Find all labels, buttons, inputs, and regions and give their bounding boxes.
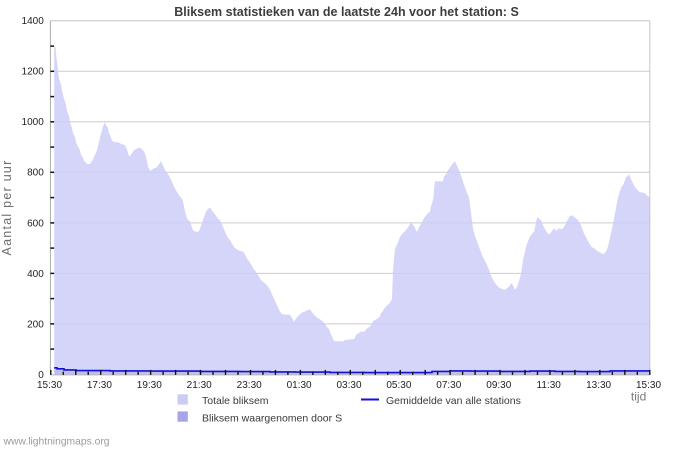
svg-text:05:30: 05:30 <box>386 380 411 391</box>
svg-text:01:30: 01:30 <box>287 380 312 391</box>
svg-text:Gemiddelde van alle stations: Gemiddelde van alle stations <box>386 395 521 407</box>
svg-text:07:30: 07:30 <box>436 380 461 391</box>
svg-text:09:30: 09:30 <box>486 380 511 391</box>
svg-text:tijd: tijd <box>631 390 646 404</box>
svg-text:Totale bliksem: Totale bliksem <box>202 395 269 407</box>
svg-text:0: 0 <box>38 370 44 381</box>
svg-text:400: 400 <box>27 269 44 280</box>
svg-text:200: 200 <box>27 319 44 330</box>
svg-text:1400: 1400 <box>22 16 45 27</box>
svg-text:03:30: 03:30 <box>336 380 361 391</box>
svg-text:23:30: 23:30 <box>237 380 262 391</box>
svg-text:Aantal per uur: Aantal per uur <box>0 159 14 255</box>
svg-text:15:30: 15:30 <box>37 380 62 391</box>
svg-text:19:30: 19:30 <box>137 380 162 391</box>
svg-text:11:30: 11:30 <box>537 380 562 391</box>
svg-text:Bliksem statistieken van de la: Bliksem statistieken van de laatste 24h … <box>174 5 519 19</box>
svg-text:1200: 1200 <box>22 67 45 78</box>
svg-text:1000: 1000 <box>22 117 45 128</box>
svg-text:17:30: 17:30 <box>87 380 112 391</box>
svg-text:600: 600 <box>27 218 44 229</box>
svg-text:www.lightningmaps.org: www.lightningmaps.org <box>3 437 110 448</box>
svg-text:Bliksem waargenomen door S: Bliksem waargenomen door S <box>202 412 342 424</box>
svg-text:800: 800 <box>27 168 44 179</box>
svg-text:13:30: 13:30 <box>586 380 611 391</box>
svg-text:21:30: 21:30 <box>187 380 212 391</box>
svg-text:15:30: 15:30 <box>636 380 661 391</box>
